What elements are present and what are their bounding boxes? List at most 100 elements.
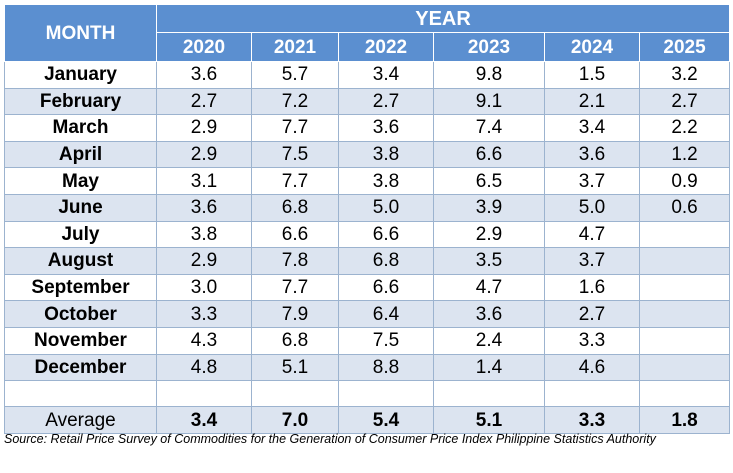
value-cell: 3.6 — [156, 193, 252, 222]
value-cell: 1.6 — [544, 273, 640, 302]
month-cell: October — [4, 300, 157, 328]
table-row: August 2.9 7.8 6.8 3.5 3.7 — [4, 247, 731, 275]
value-cell — [638, 353, 731, 382]
value-cell: 6.6 — [251, 220, 339, 249]
year-header-2023: 2023 — [433, 32, 545, 62]
value-cell: 7.7 — [251, 273, 339, 302]
value-cell: 6.5 — [433, 167, 545, 195]
value-cell — [638, 220, 731, 249]
value-cell: 2.1 — [544, 87, 640, 116]
empty-cell — [338, 380, 434, 408]
value-cell: 3.9 — [433, 193, 545, 222]
value-cell: 5.1 — [251, 353, 339, 382]
value-cell: 3.6 — [156, 61, 252, 89]
value-cell: 3.6 — [544, 140, 640, 169]
value-cell: 2.9 — [156, 247, 252, 275]
average-value: 7.0 — [251, 406, 339, 435]
month-column-header: MONTH — [4, 4, 157, 62]
value-cell: 4.3 — [156, 326, 252, 355]
value-cell: 2.7 — [338, 87, 434, 116]
value-cell: 3.5 — [433, 247, 545, 275]
table-row: March 2.9 7.7 3.6 7.4 3.4 2.2 — [4, 114, 731, 142]
value-cell: 0.6 — [638, 193, 731, 222]
value-cell — [638, 326, 731, 355]
value-cell: 2.9 — [433, 220, 545, 249]
table-row: January 3.6 5.7 3.4 9.8 1.5 3.2 — [4, 61, 731, 89]
value-cell: 2.7 — [544, 300, 640, 328]
table-row: May 3.1 7.7 3.8 6.5 3.7 0.9 — [4, 167, 731, 195]
value-cell: 3.3 — [156, 300, 252, 328]
average-label: Average — [4, 406, 157, 435]
value-cell: 2.2 — [638, 114, 731, 142]
month-cell: May — [4, 167, 157, 195]
month-cell: December — [4, 353, 157, 382]
value-cell: 7.8 — [251, 247, 339, 275]
value-cell: 6.6 — [338, 273, 434, 302]
empty-cell — [156, 380, 252, 408]
inflation-table: MONTH YEAR 2020 2021 2022 2023 2024 2025… — [4, 4, 731, 435]
value-cell: 6.8 — [251, 193, 339, 222]
empty-cell — [433, 380, 545, 408]
year-header-2024: 2024 — [544, 32, 640, 62]
average-value: 3.3 — [544, 406, 640, 435]
table-row: July 3.8 6.6 6.6 2.9 4.7 — [4, 220, 731, 249]
value-cell — [638, 273, 731, 302]
value-cell: 4.6 — [544, 353, 640, 382]
value-cell — [638, 300, 731, 328]
value-cell: 1.4 — [433, 353, 545, 382]
value-cell: 3.6 — [338, 114, 434, 142]
table-row: June 3.6 6.8 5.0 3.9 5.0 0.6 — [4, 193, 731, 222]
table-body: MONTH YEAR 2020 2021 2022 2023 2024 2025… — [4, 4, 731, 435]
value-cell: 7.5 — [251, 140, 339, 169]
value-cell: 2.4 — [433, 326, 545, 355]
average-value: 1.8 — [638, 406, 731, 435]
month-cell: June — [4, 193, 157, 222]
average-value: 3.4 — [156, 406, 252, 435]
source-note: Source: Retail Price Survey of Commoditi… — [4, 432, 656, 446]
header-row-year: MONTH YEAR — [4, 4, 731, 62]
average-row: Average 3.4 7.0 5.4 5.1 3.3 1.8 — [4, 406, 731, 435]
table-row: February 2.7 7.2 2.7 9.1 2.1 2.7 — [4, 87, 731, 116]
value-cell: 5.0 — [544, 193, 640, 222]
value-cell: 2.9 — [156, 114, 252, 142]
empty-cell — [4, 380, 157, 408]
value-cell: 4.7 — [433, 273, 545, 302]
value-cell: 7.5 — [338, 326, 434, 355]
value-cell: 3.4 — [338, 61, 434, 89]
value-cell: 2.7 — [156, 87, 252, 116]
average-value: 5.1 — [433, 406, 545, 435]
value-cell: 7.7 — [251, 167, 339, 195]
month-cell: February — [4, 87, 157, 116]
month-cell: July — [4, 220, 157, 249]
value-cell: 3.4 — [544, 114, 640, 142]
year-header-2021: 2021 — [251, 32, 339, 62]
value-cell: 5.7 — [251, 61, 339, 89]
value-cell: 3.6 — [433, 300, 545, 328]
value-cell: 6.4 — [338, 300, 434, 328]
year-header-2020: 2020 — [156, 32, 252, 62]
value-cell: 5.0 — [338, 193, 434, 222]
month-cell: January — [4, 61, 157, 89]
table-row: April 2.9 7.5 3.8 6.6 3.6 1.2 — [4, 140, 731, 169]
empty-cell — [638, 380, 731, 408]
month-cell: August — [4, 247, 157, 275]
value-cell: 3.2 — [638, 61, 731, 89]
value-cell: 9.8 — [433, 61, 545, 89]
table-row: October 3.3 7.9 6.4 3.6 2.7 — [4, 300, 731, 328]
value-cell: 4.8 — [156, 353, 252, 382]
value-cell: 3.1 — [156, 167, 252, 195]
year-header-2025: 2025 — [638, 32, 731, 62]
value-cell: 1.5 — [544, 61, 640, 89]
value-cell: 1.2 — [638, 140, 731, 169]
value-cell: 3.3 — [544, 326, 640, 355]
month-cell: March — [4, 114, 157, 142]
value-cell: 7.9 — [251, 300, 339, 328]
value-cell: 2.7 — [638, 87, 731, 116]
empty-cell — [251, 380, 339, 408]
average-value: 5.4 — [338, 406, 434, 435]
value-cell: 7.2 — [251, 87, 339, 116]
year-header-2022: 2022 — [338, 32, 434, 62]
value-cell: 7.4 — [433, 114, 545, 142]
value-cell: 2.9 — [156, 140, 252, 169]
value-cell: 3.8 — [338, 140, 434, 169]
